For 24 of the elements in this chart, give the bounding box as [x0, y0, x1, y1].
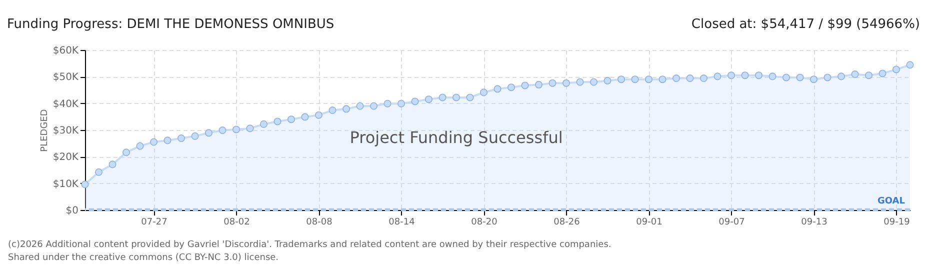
- y-tick-label: $0: [66, 206, 78, 216]
- x-tick-label: 08-02: [224, 218, 250, 228]
- ref-line-label: GOAL: [878, 196, 906, 207]
- y-tick-label: $60K: [52, 46, 79, 56]
- x-tick-label: 08-26: [554, 218, 580, 228]
- x-tick-label: 09-13: [801, 218, 828, 228]
- x-tick-label: 07-27: [141, 218, 168, 228]
- text: (c)2026 Additional content provided by Gavriel 'Discordia'. Trademarks and related content are owned by their respective companies.: [8, 240, 612, 250]
- chart-subtitle: Closed at: $54,417 / $99 (54966%): [691, 17, 920, 32]
- chart-title: Funding Progress: DEMI THE DEMONESS OMNIBUS: [7, 17, 334, 32]
- x-tick-label: 09-19: [884, 218, 910, 228]
- x-tick-label: 08-08: [306, 218, 333, 228]
- annotation: Project Funding Successful: [350, 128, 563, 147]
- y-tick-label: $40K: [52, 98, 79, 110]
- y-axis-title: PLEDGED: [40, 109, 50, 152]
- text: Shared under the creative commons (CC BY-NC 3.0) license.: [8, 253, 279, 263]
- x-tick-label: 08-20: [471, 218, 498, 228]
- x-tick-label: 09-07: [718, 218, 745, 228]
- y-tick-label: $50K: [52, 72, 79, 84]
- x-tick-label: 09-01: [636, 218, 662, 228]
- x-tick-label: 08-14: [388, 218, 416, 228]
- y-tick-label: $10K: [52, 178, 79, 190]
- y-tick-label: $30K: [52, 126, 79, 136]
- y-tick-label: $20K: [52, 152, 79, 164]
